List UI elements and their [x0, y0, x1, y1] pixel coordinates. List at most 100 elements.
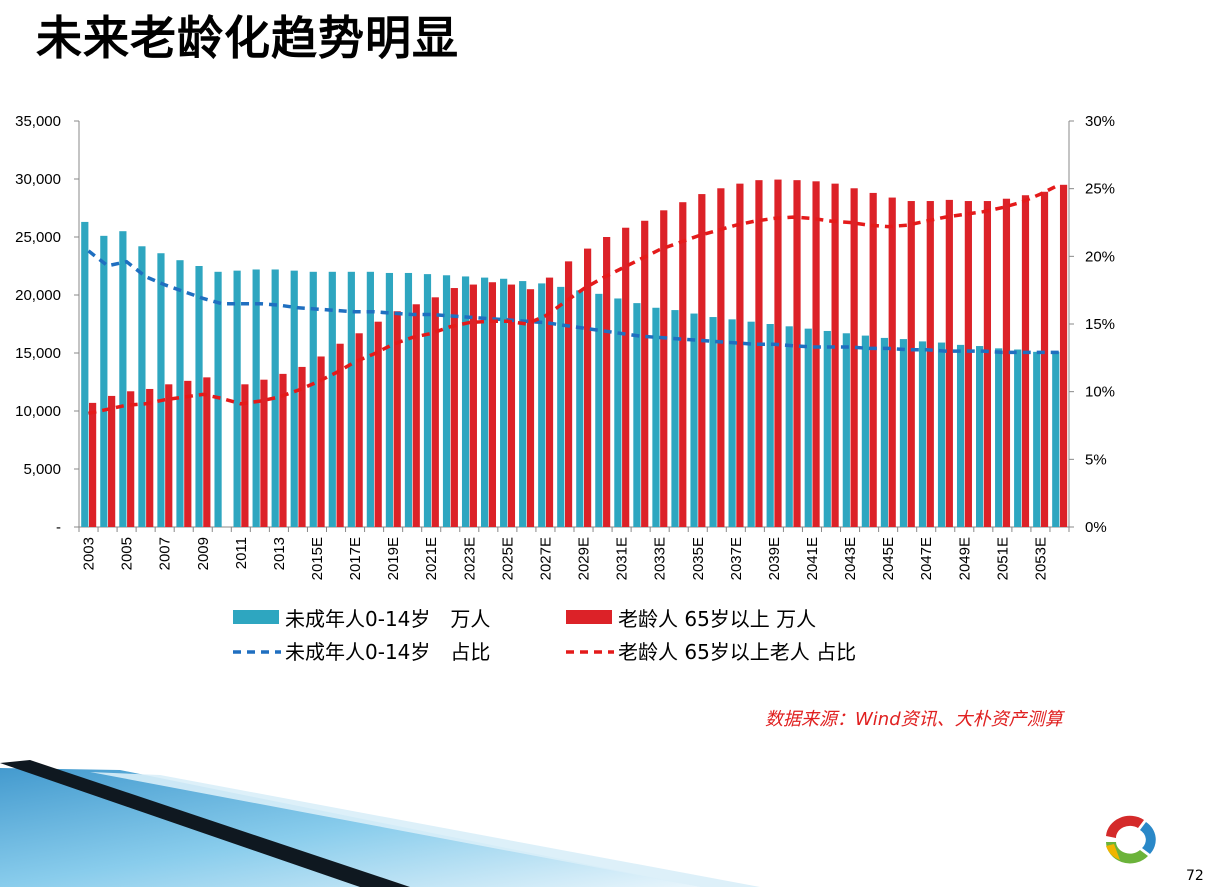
left-axis-tick-label: - — [56, 519, 61, 536]
child-population-bar — [100, 235, 108, 527]
company-logo — [1106, 815, 1156, 864]
child-population-bar — [252, 269, 260, 527]
left-axis-tick-label: 30,000 — [15, 171, 61, 188]
child-population-bar — [861, 335, 869, 527]
elderly-population-bar — [526, 289, 535, 527]
child-population-bar — [309, 271, 317, 527]
x-axis-tick-label: 2051E — [994, 537, 1011, 580]
elderly-population-bar — [260, 379, 268, 527]
child-population-bar — [461, 276, 470, 527]
child-population-bar — [119, 231, 127, 527]
elderly-population-bar — [393, 311, 401, 527]
x-axis-tick-label: 2003 — [81, 537, 98, 570]
elderly-population-bar — [1040, 191, 1049, 527]
chart: - 5,000 10,000 15,000 20,000 25,000 30,000 35,0… — [15, 113, 1115, 664]
child-population-bar — [899, 339, 908, 527]
child-population-bar — [290, 270, 298, 527]
legend-label: 未成年人0-14岁 占比 — [285, 640, 490, 664]
x-axis-tick-label: 2015E — [309, 537, 326, 580]
elderly-population-bar — [869, 192, 877, 528]
child-population-bar — [804, 328, 812, 527]
child-population-bar — [519, 281, 527, 527]
elderly-population-bar — [488, 282, 497, 527]
chart-lines — [87, 183, 1061, 416]
child-population-bar — [937, 342, 946, 527]
elderly-population-bar — [127, 391, 135, 527]
child-population-bar — [404, 272, 413, 527]
x-axis-tick-label: 2013 — [271, 537, 288, 570]
child-population-bar — [918, 341, 927, 527]
elderly-population-bar — [450, 288, 458, 527]
child-population-bar — [652, 307, 660, 527]
child-population-bar — [595, 293, 603, 527]
x-axis-tick-label: 2037E — [728, 537, 745, 580]
elderly-population-bar — [679, 202, 687, 527]
x-axis-tick-label: 2005 — [119, 537, 136, 570]
elderly-population-bar — [431, 297, 439, 527]
legend-label: 老龄人 65岁以上老人 占比 — [618, 640, 856, 664]
elderly-population-bar — [983, 201, 992, 528]
left-axis-tick-label: 5,000 — [23, 461, 61, 478]
x-axis-tick-label: 2053E — [1032, 537, 1049, 580]
elderly-population-bar — [336, 343, 344, 527]
legend-label: 未成年人0-14岁 万人 — [285, 607, 490, 631]
elderly-population-bar — [1021, 195, 1030, 528]
elderly-population-bar — [698, 194, 706, 527]
elderly-population-bar — [298, 366, 306, 527]
child-population-bar — [557, 286, 565, 527]
elderly-population-bar — [203, 377, 211, 527]
elderly-population-bar — [926, 201, 934, 528]
elderly-population-bar — [146, 388, 154, 527]
child-population-bar — [423, 274, 432, 527]
elderly-population-bar — [907, 201, 915, 528]
elderly-population-bar — [812, 181, 820, 527]
x-axis-tick-label: 2041E — [804, 537, 821, 580]
x-axis-tick-label: 2017E — [347, 537, 364, 580]
child-population-bar — [690, 313, 698, 527]
child-population-bar — [785, 326, 793, 527]
child-population-bar — [614, 298, 622, 527]
x-axis-tick-label: 2009 — [195, 537, 212, 570]
x-axis-tick-label: 2027E — [537, 537, 554, 580]
x-axis-tick-label: 2049E — [956, 537, 973, 580]
elderly-population-bar — [888, 197, 896, 527]
child-population-bar — [976, 346, 984, 527]
child-population-bar — [138, 246, 146, 527]
child-population-bar — [747, 321, 755, 527]
elderly-population-bar — [108, 395, 116, 527]
right-axis-tick-label: 30% — [1085, 113, 1115, 130]
child-population-bar — [671, 310, 679, 527]
x-axis-tick-label: 2021E — [423, 537, 440, 580]
right-axis-tick-label: 15% — [1085, 316, 1115, 333]
elderly-population-bar — [317, 356, 325, 527]
decor-black-stripe — [0, 760, 410, 887]
child-share-line — [87, 249, 1060, 355]
right-axis-tick-label: 0% — [1085, 519, 1107, 536]
x-axis-tick-label: 2047E — [918, 537, 935, 580]
elderly-population-bar — [469, 284, 477, 527]
x-axis-tick-label: 2007 — [157, 537, 174, 570]
child-population-bar — [766, 324, 774, 527]
child-population-bar — [195, 266, 203, 527]
elderly-population-bar — [717, 188, 725, 527]
child-population-bar — [81, 221, 89, 528]
elderly-population-bar — [355, 333, 363, 527]
decor-light-stripe — [90, 772, 760, 887]
elderly-population-bar — [184, 380, 192, 527]
elderly-population-bar — [165, 384, 173, 527]
child-population-bar — [823, 330, 831, 527]
x-axis-tick-label: 2035E — [690, 537, 707, 580]
elderly-population-bar — [374, 321, 382, 527]
elderly-population-bar — [545, 277, 554, 527]
elderly-population-bar — [241, 384, 249, 527]
elderly-population-bar — [622, 227, 630, 527]
elderly-population-bar — [660, 210, 668, 527]
child-population-bar — [728, 319, 736, 527]
elderly-population-bar — [850, 188, 858, 527]
child-population-bar — [481, 277, 489, 527]
data-source-note: 数据来源：Wind资讯、大朴资产测算 — [765, 709, 1063, 730]
x-axis-tick-label: 2045E — [880, 537, 897, 580]
child-population-bar — [576, 290, 584, 527]
x-axis-tick-label: 2033E — [652, 537, 669, 580]
x-axis-tick-label: 2043E — [842, 537, 859, 580]
